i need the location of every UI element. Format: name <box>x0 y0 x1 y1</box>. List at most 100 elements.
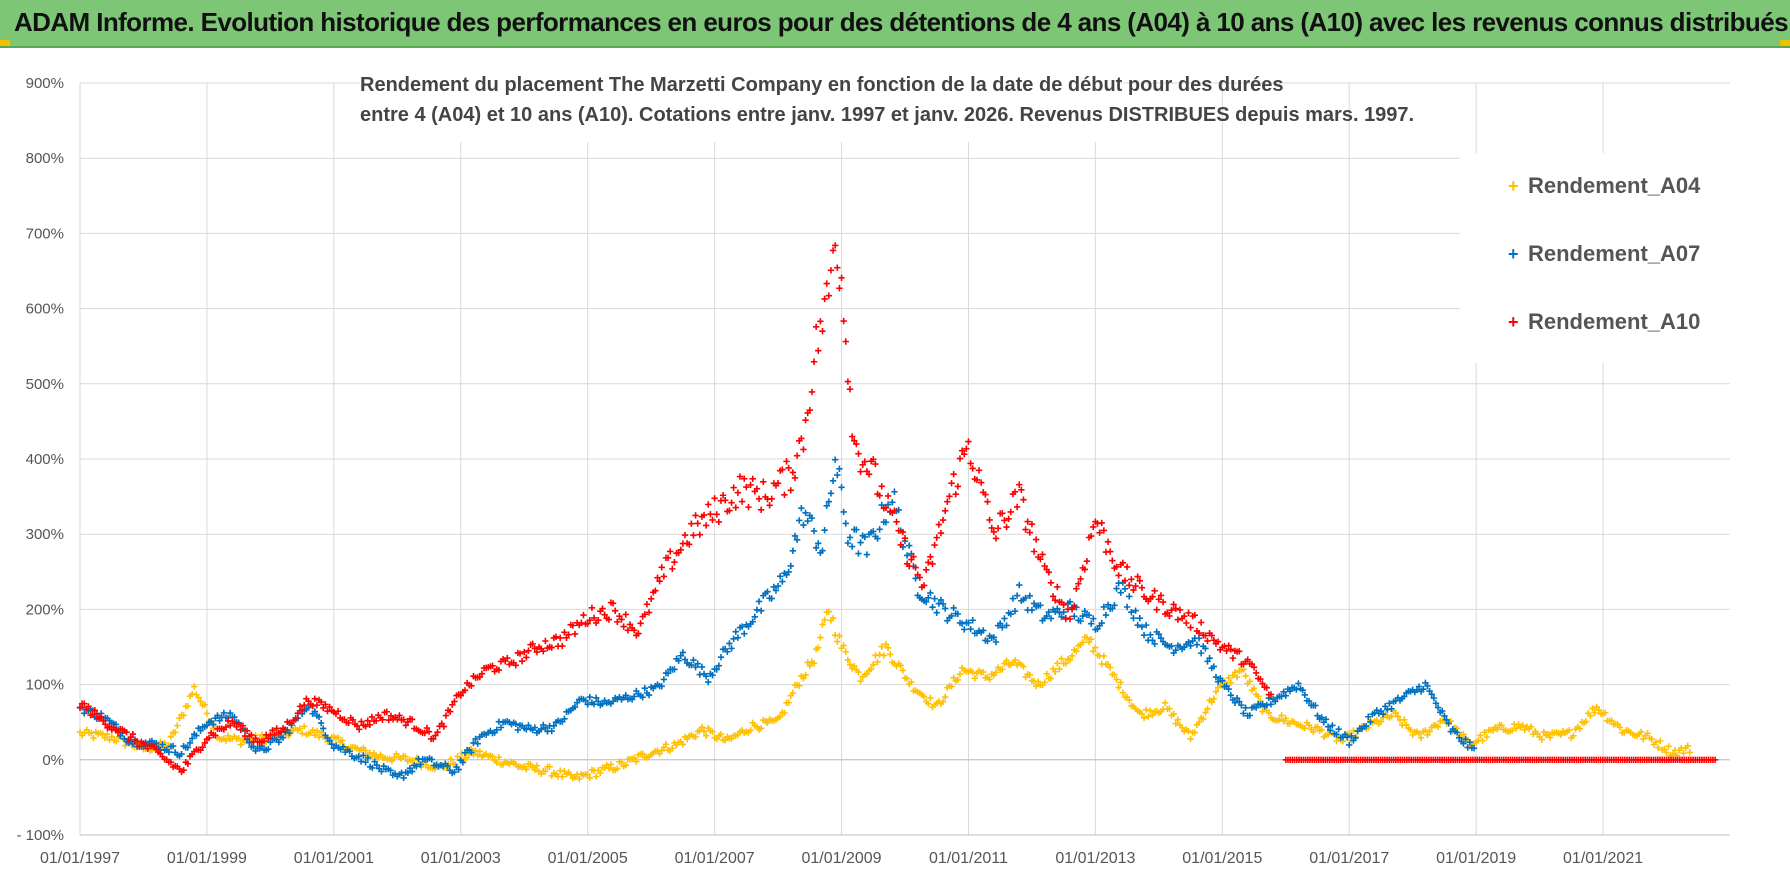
point-rendement-a04 <box>1178 724 1186 731</box>
point-rendement-a07 <box>664 670 672 677</box>
point-rendement-a10 <box>237 726 244 733</box>
point-rendement-a07 <box>1301 691 1309 699</box>
point-rendement-a04 <box>495 754 503 761</box>
point-rendement-a04 <box>1686 749 1694 756</box>
point-rendement-a04 <box>447 755 454 763</box>
point-rendement-a07 <box>305 704 312 711</box>
point-rendement-a10 <box>1236 648 1243 655</box>
point-rendement-a07 <box>210 721 217 728</box>
point-rendement-a07 <box>1443 716 1450 723</box>
point-rendement-a04 <box>1032 682 1040 690</box>
point-rendement-a04 <box>1172 720 1179 727</box>
point-rendement-a10 <box>235 720 242 728</box>
point-rendement-a04 <box>1011 657 1019 664</box>
point-rendement-a10 <box>791 474 799 482</box>
point-rendement-a07 <box>671 666 678 673</box>
point-rendement-a10 <box>565 631 572 638</box>
point-rendement-a07 <box>1335 725 1342 733</box>
point-rendement-a10 <box>421 729 429 737</box>
point-rendement-a10 <box>595 616 602 624</box>
point-rendement-a10 <box>806 406 814 414</box>
point-rendement-a04 <box>1566 727 1573 734</box>
point-rendement-a07 <box>1172 646 1179 654</box>
point-rendement-a04 <box>368 753 376 760</box>
point-rendement-a04 <box>1684 742 1691 749</box>
point-rendement-a10 <box>531 645 539 652</box>
point-rendement-a07 <box>939 600 947 608</box>
y-tick-label: 500% <box>26 376 64 393</box>
point-rendement-a10 <box>578 619 585 627</box>
point-rendement-a10 <box>660 573 668 580</box>
point-rendement-a04 <box>1669 750 1677 758</box>
point-rendement-a04 <box>1142 706 1150 713</box>
point-rendement-a10 <box>827 267 835 274</box>
point-rendement-a04 <box>377 751 384 758</box>
point-rendement-a10 <box>927 553 934 561</box>
point-rendement-a10 <box>605 616 613 623</box>
point-rendement-a07 <box>1197 649 1205 657</box>
point-rendement-a07 <box>812 544 820 552</box>
point-rendement-a04 <box>1282 715 1289 722</box>
point-rendement-a07 <box>840 508 847 516</box>
point-rendement-a07 <box>891 488 898 495</box>
chart-legend: + Rendement_A04 + Rendement_A07 + Rendem… <box>1460 153 1730 363</box>
point-rendement-a07 <box>842 520 849 527</box>
point-rendement-a10 <box>533 648 541 656</box>
point-rendement-a07 <box>360 752 367 759</box>
point-rendement-a07 <box>406 765 414 772</box>
point-rendement-a07 <box>451 768 458 776</box>
point-rendement-a04 <box>334 734 342 741</box>
point-rendement-a04 <box>1161 699 1169 707</box>
point-rendement-a10 <box>857 468 864 475</box>
point-rendement-a07 <box>827 490 835 497</box>
point-rendement-a04 <box>1401 716 1408 723</box>
point-rendement-a10 <box>1041 562 1048 570</box>
point-rendement-a04 <box>969 669 976 676</box>
point-rendement-a07 <box>1242 704 1249 712</box>
point-rendement-a10 <box>819 328 826 335</box>
point-rendement-a04 <box>925 700 932 707</box>
point-rendement-a10 <box>1028 520 1036 528</box>
point-rendement-a10 <box>1136 577 1144 584</box>
point-rendement-a10 <box>362 723 369 730</box>
point-rendement-a07 <box>184 744 192 751</box>
point-rendement-a10 <box>1183 619 1190 627</box>
point-rendement-a04 <box>1661 746 1668 753</box>
point-rendement-a10 <box>1054 583 1061 591</box>
point-rendement-a04 <box>1079 639 1086 646</box>
point-rendement-a10 <box>129 730 137 738</box>
point-rendement-a04 <box>1187 735 1194 743</box>
point-rendement-a10 <box>1168 606 1175 614</box>
point-rendement-a10 <box>590 614 598 622</box>
point-rendement-a07 <box>193 732 200 739</box>
point-rendement-a07 <box>371 758 378 765</box>
point-rendement-a07 <box>514 726 522 734</box>
point-rendement-a04 <box>851 662 858 670</box>
point-rendement-a10 <box>793 452 801 459</box>
point-rendement-a10 <box>1075 580 1082 587</box>
point-rendement-a10 <box>356 726 363 733</box>
point-rendement-a07 <box>774 582 782 590</box>
point-rendement-a04 <box>1479 737 1486 744</box>
point-rendement-a10 <box>652 587 659 594</box>
point-rendement-a04 <box>1422 727 1429 734</box>
point-rendement-a10 <box>1087 532 1095 540</box>
point-rendement-a07 <box>1085 611 1093 619</box>
point-rendement-a07 <box>798 504 805 512</box>
point-rendement-a10 <box>1049 593 1057 600</box>
point-rendement-a10 <box>430 735 437 743</box>
point-rendement-a10 <box>1257 675 1264 683</box>
point-rendement-a04 <box>700 728 708 735</box>
point-rendement-a07 <box>1456 734 1463 742</box>
x-tick-label: 01/01/2005 <box>548 850 628 867</box>
point-rendement-a07 <box>836 465 843 473</box>
point-rendement-a10 <box>309 702 316 710</box>
point-rendement-a07 <box>796 517 803 524</box>
point-rendement-a04 <box>1200 715 1207 723</box>
point-rendement-a04 <box>785 699 792 706</box>
point-rendement-a10 <box>76 704 84 711</box>
point-rendement-a04 <box>863 670 871 678</box>
point-rendement-a04 <box>171 729 179 736</box>
point-rendement-a07 <box>220 709 228 717</box>
point-rendement-a07 <box>1432 700 1440 707</box>
